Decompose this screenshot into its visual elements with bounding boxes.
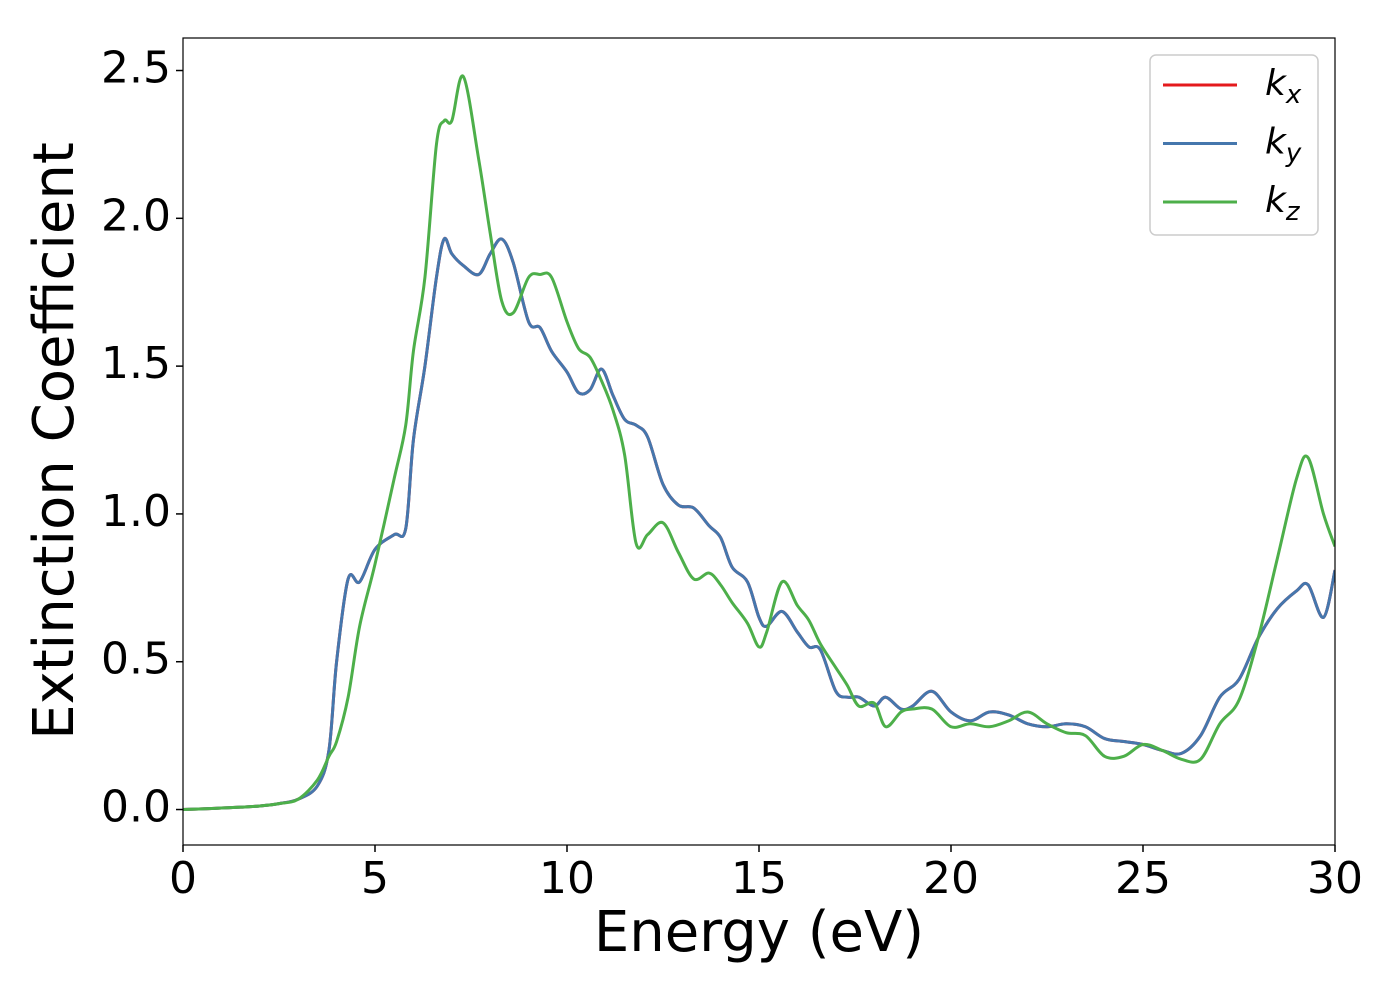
x-tick-label: 25 [1115, 853, 1171, 904]
legend-label: kx [1265, 63, 1302, 110]
x-tick-label: 20 [923, 853, 979, 904]
y-tick-label: 2.5 [101, 43, 171, 94]
y-tick-label: 0.0 [101, 782, 171, 833]
x-tick-label: 0 [169, 853, 197, 904]
y-axis-label: Extinction Coefficient [22, 142, 87, 740]
line-series [183, 236, 1335, 812]
legend-label: kz [1265, 180, 1301, 227]
x-tick-label: 30 [1307, 853, 1363, 904]
x-tick-label: 15 [731, 853, 787, 904]
legend-label: ky [1265, 122, 1302, 169]
y-tick-label: 2.0 [101, 190, 171, 241]
y-tick-label: 1.5 [101, 338, 171, 389]
x-axis-label: Energy (eV) [594, 900, 924, 965]
line-series [183, 74, 1335, 812]
line-series [183, 236, 1335, 812]
x-tick-label: 10 [539, 853, 595, 904]
y-tick-label: 0.5 [101, 634, 171, 685]
y-tick-label: 1.0 [101, 486, 171, 537]
plot-frame [182, 37, 1336, 846]
x-tick-label: 5 [361, 853, 389, 904]
